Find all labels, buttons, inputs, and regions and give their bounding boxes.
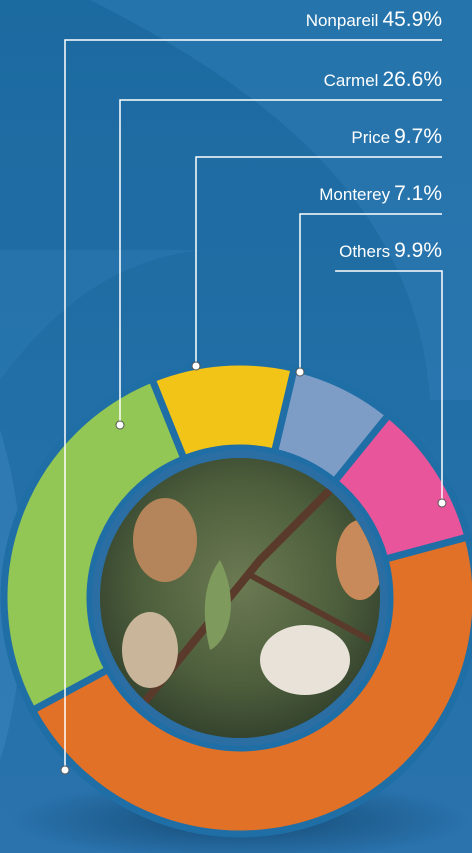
- leader-line: [195, 156, 442, 366]
- legend-label: Nonpareil: [306, 11, 379, 30]
- legend-label: Monterey: [319, 185, 390, 204]
- labels: 45.9%Nonpareil 26.6%Carmel 9.7%Price 7.1%Mo…: [60, 8, 447, 775]
- leader-line: [299, 213, 442, 372]
- leader-dot: [115, 420, 125, 430]
- leader-line: [64, 39, 442, 770]
- leader-dot: [60, 765, 70, 775]
- leader-dot: [437, 498, 447, 508]
- donut-segment: [27, 532, 472, 838]
- legend-label: Price: [351, 128, 390, 147]
- donut-segment: [0, 374, 189, 716]
- legend-label: Carmel: [324, 71, 379, 90]
- value-label: 45.9%: [382, 8, 442, 31]
- value-label: 9.9%: [394, 239, 442, 262]
- value-label: 26.6%: [382, 68, 442, 91]
- leader-line: [335, 270, 443, 503]
- value-label: 9.7%: [394, 125, 442, 148]
- ring: [0, 358, 472, 838]
- legend-label: Others: [339, 242, 390, 261]
- leader-line: [119, 99, 442, 425]
- value-label: 7.1%: [394, 182, 442, 205]
- donut-segment: [329, 409, 472, 564]
- leader-dot: [191, 361, 201, 371]
- bg-shape: [0, 250, 200, 380]
- leader-dot: [295, 367, 305, 377]
